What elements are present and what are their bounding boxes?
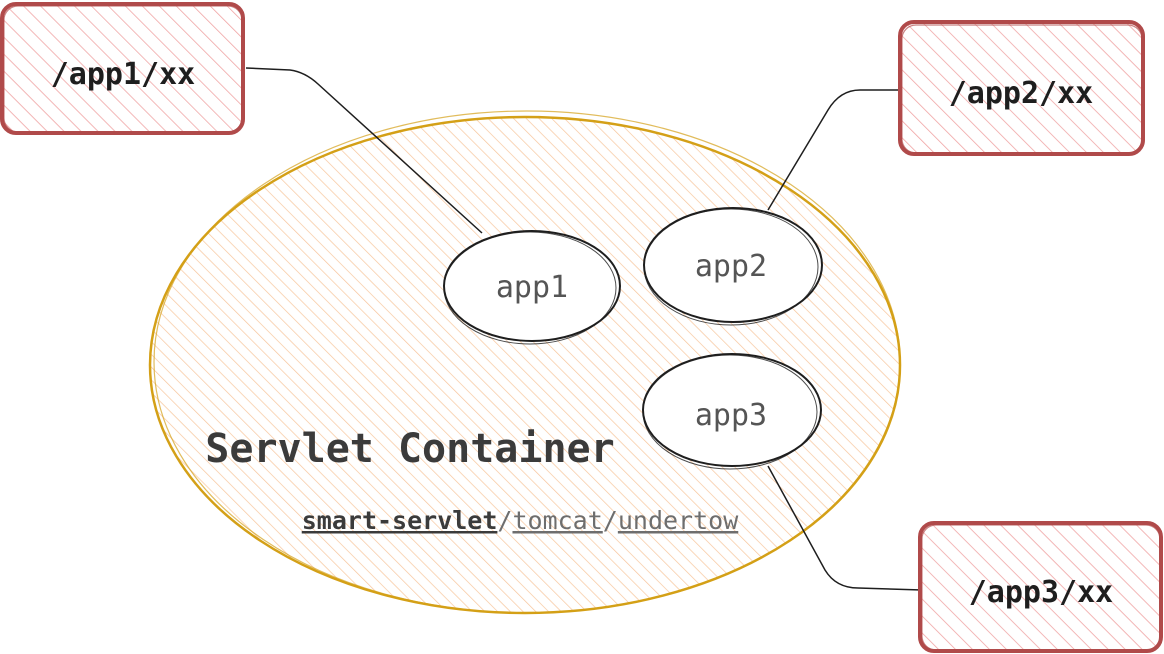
container-implementations: smart-servlet/tomcat/undertow — [302, 506, 739, 535]
route-box-app3: /app3/xx — [918, 521, 1163, 653]
impl-tomcat: tomcat — [512, 506, 602, 535]
impl-separator-1: / — [497, 506, 512, 535]
route-box-app1: /app1/xx — [0, 2, 245, 135]
connector-app1 — [245, 67, 483, 234]
connector-app2 — [767, 89, 904, 211]
app-node-app3: app3 — [642, 353, 822, 470]
route-box-app2: /app2/xx — [898, 20, 1145, 156]
app-label-app1: app1 — [496, 270, 568, 305]
connector-app3 — [767, 465, 923, 591]
impl-separator-2: / — [603, 506, 618, 535]
servlet-container — [148, 110, 902, 615]
impl-smart-servlet: smart-servlet — [302, 506, 498, 535]
route-label-app1: /app1/xx — [51, 57, 196, 92]
container-title: Servlet Container — [205, 426, 614, 472]
route-label-app3: /app3/xx — [969, 575, 1114, 610]
app-label-app3: app3 — [695, 398, 767, 433]
app-node-app1: app1 — [443, 230, 621, 345]
app-label-app2: app2 — [695, 249, 767, 284]
impl-undertow: undertow — [618, 506, 739, 535]
app-node-app2: app2 — [643, 207, 823, 326]
route-label-app2: /app2/xx — [949, 76, 1094, 111]
